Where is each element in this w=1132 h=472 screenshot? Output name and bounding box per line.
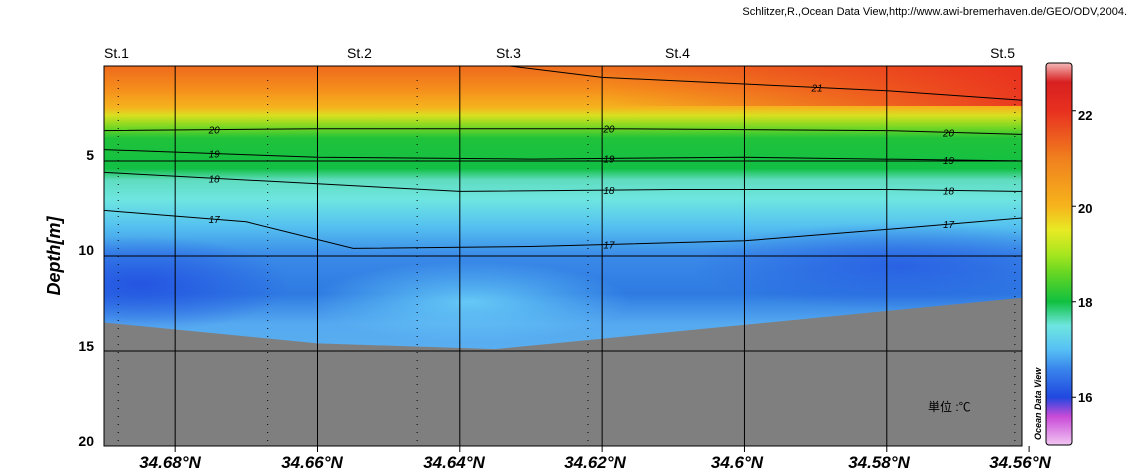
contour-label: 19	[209, 150, 221, 161]
colorbar-tick-22: 22	[1078, 108, 1092, 123]
contour-label: 21	[810, 83, 822, 94]
colorbar-tick-20: 20	[1078, 201, 1092, 216]
x-tick-marks	[174, 446, 1030, 452]
odv-watermark: Ocean Data View	[1033, 367, 1043, 440]
contour-label: 18	[209, 174, 221, 185]
station-labels: St.1 St.2 St.3 St.4 St.5	[104, 45, 1015, 61]
contour-label: 18	[603, 186, 615, 197]
x-tick-label: 34.68°N	[139, 453, 201, 472]
y-axis-label: Depth[m]	[44, 216, 64, 296]
contour-label: 18	[943, 186, 955, 197]
unit-label: 単位 :℃	[928, 399, 971, 414]
y-tick-label: 5	[86, 147, 94, 163]
x-tick-label: 34.56°N	[989, 453, 1051, 472]
x-tick-label: 34.58°N	[848, 453, 910, 472]
y-tick-label: 15	[78, 338, 94, 354]
x-tick-label: 34.62°N	[564, 453, 626, 472]
plot-frame	[103, 65, 1023, 447]
contour-label: 17	[943, 220, 955, 231]
station-label-4: St.4	[665, 45, 690, 61]
x-tick-label: 34.6°N	[711, 453, 764, 472]
station-markers	[117, 80, 1016, 446]
colorbar-gradient	[1045, 62, 1073, 446]
y-axis-ticks: 5 10 15 20	[78, 147, 94, 449]
station-label-5: St.5	[990, 45, 1015, 61]
contour-label: 20	[602, 125, 615, 136]
colorbar-tick-16: 16	[1078, 390, 1092, 405]
x-tick-label: 34.64°N	[423, 453, 485, 472]
grid-lines	[104, 66, 1022, 446]
x-tick-label: 34.66°N	[281, 453, 343, 472]
contour-label: 20	[208, 126, 221, 137]
contour-label: 17	[209, 215, 221, 226]
station-label-2: St.2	[347, 45, 372, 61]
contour-label: 19	[603, 154, 615, 165]
contour-line-19	[104, 149, 1022, 162]
contour-line-18	[104, 171, 1022, 192]
colorbar-tick-18: 18	[1078, 295, 1092, 310]
contour-label: 17	[603, 240, 615, 251]
y-tick-label: 10	[78, 242, 94, 258]
credit-text: Schlitzer,R.,Ocean Data View,http://www.…	[742, 6, 1127, 18]
x-axis-ticks: 34.68°N 34.66°N 34.64°N 34.62°N 34.6°N 3…	[139, 453, 1051, 472]
station-label-3: St.3	[496, 45, 521, 61]
station-label-1: St.1	[104, 45, 129, 61]
y-tick-label: 20	[78, 433, 94, 449]
seafloor	[104, 297, 1022, 446]
colorbar: 16 18 20 22	[1045, 62, 1092, 446]
contour-label: 20	[942, 128, 955, 139]
